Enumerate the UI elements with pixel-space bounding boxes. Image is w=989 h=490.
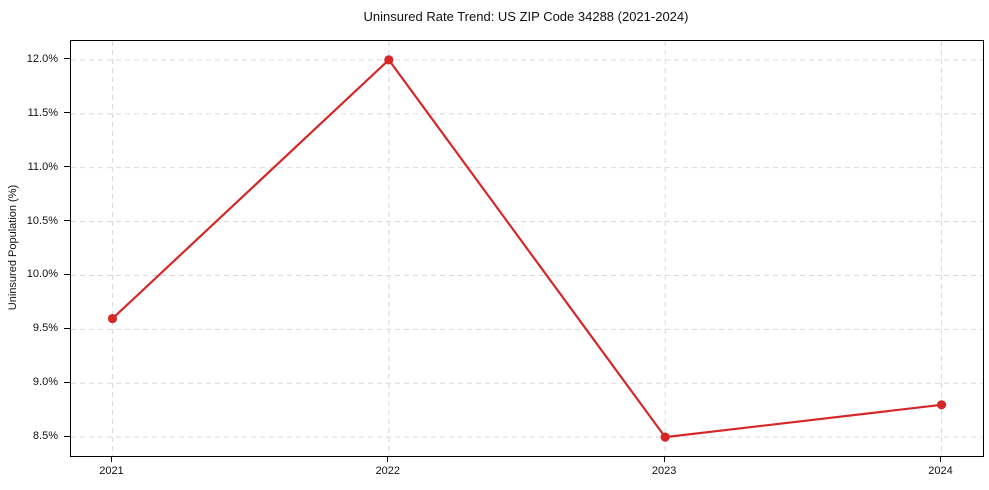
chart-title: Uninsured Rate Trend: US ZIP Code 34288 …: [363, 9, 689, 24]
y-axis-label: Uninsured Population (%): [7, 184, 19, 311]
data-point-2022: [384, 55, 394, 65]
line-chart-svg: [71, 41, 983, 456]
data-point-2024: [936, 400, 947, 410]
data-point-2021: [107, 313, 118, 324]
x-tick-label: 2024: [928, 465, 953, 477]
x-tick-label: 2021: [99, 465, 124, 477]
x-tick-label: 2023: [651, 465, 677, 477]
x-tick-label: 2022: [375, 465, 401, 477]
trend-line: [111, 58, 943, 439]
plot-area: [70, 40, 984, 457]
data-point-2023: [660, 432, 670, 442]
